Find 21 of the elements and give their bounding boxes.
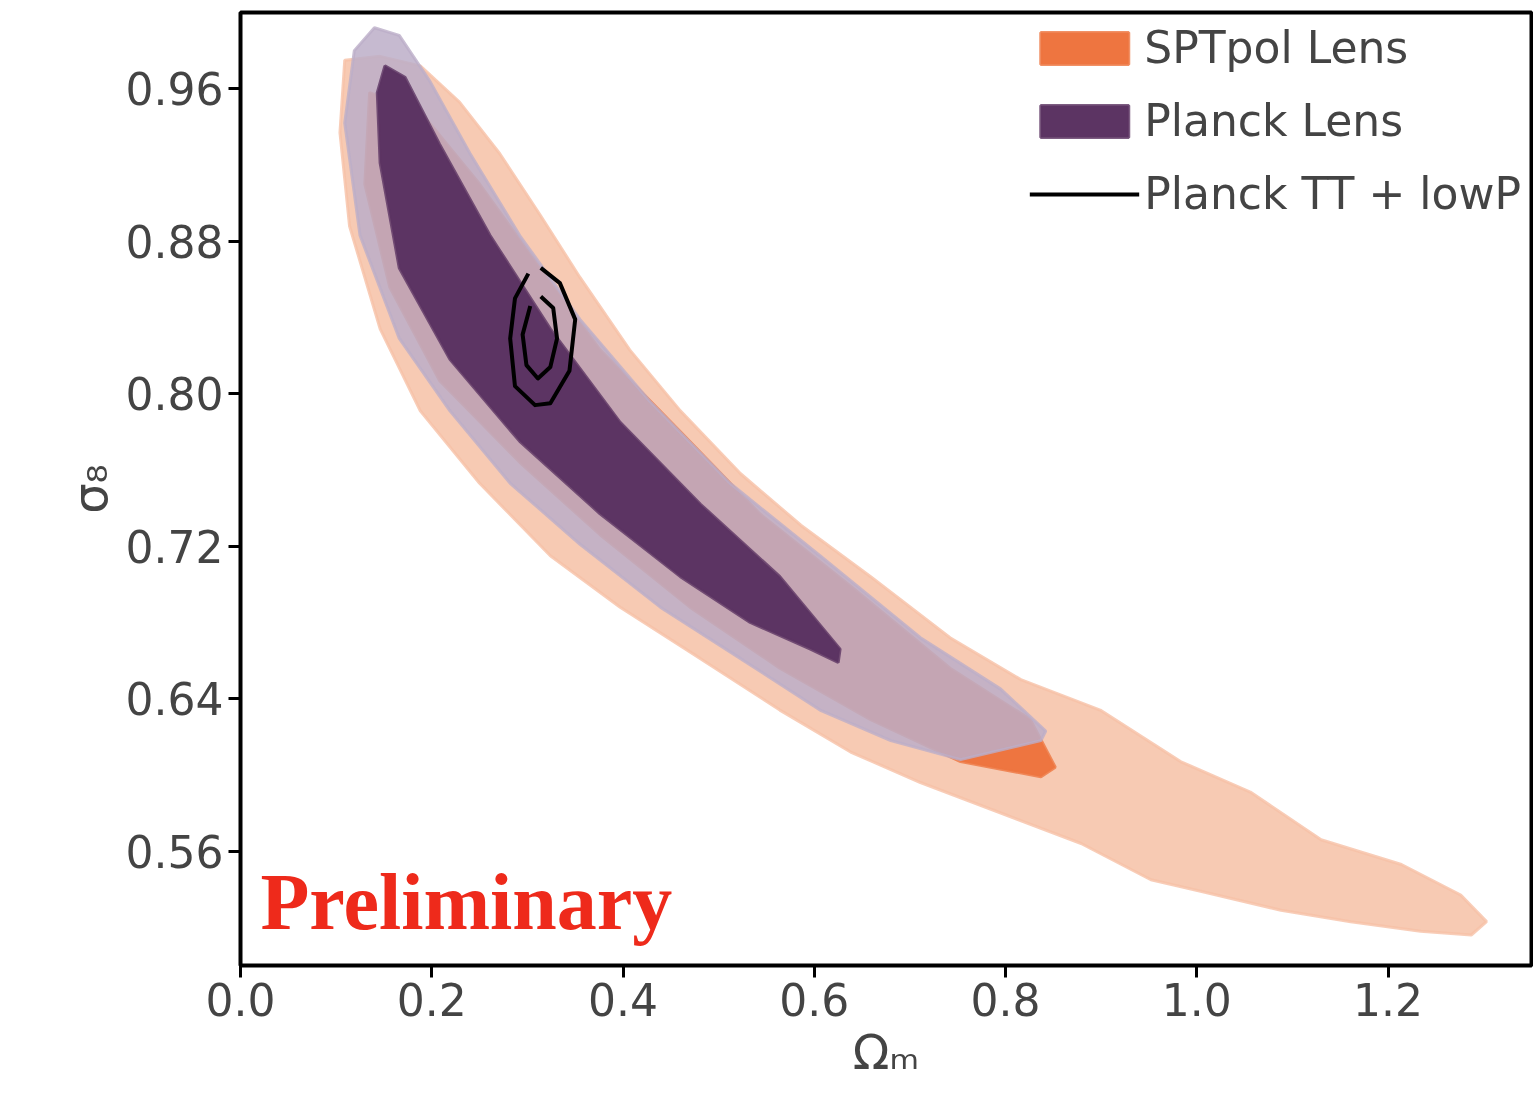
x-axis-title: Ωₘ [852,1023,920,1080]
y-tick-label: 0.64 [125,674,224,726]
line-series [520,294,560,381]
x-tick-label: 0.0 [205,974,276,1026]
x-tick-label: 0.8 [970,974,1041,1026]
y-axis-title: σ₈ [61,464,118,514]
x-tick-label: 1.2 [1353,974,1424,1026]
legend-label: Planck TT + lowP [1144,168,1521,219]
x-tick-label: 0.4 [588,974,659,1026]
y-tick-label: 0.88 [125,216,224,268]
legend-label: Planck Lens [1144,95,1404,146]
x-tick-label: 0.6 [779,974,850,1026]
x-tick-label: 0.2 [396,974,467,1026]
y-tick-label: 0.56 [125,826,224,878]
x-tick-label: 1.0 [1161,974,1232,1026]
y-tick-label: 0.72 [125,521,224,573]
legend-label: SPTpol Lens [1144,22,1409,73]
y-tick-label: 0.80 [125,369,224,421]
annotation: Preliminary [260,857,673,946]
line-series [508,265,578,408]
y-tick-label: 0.96 [125,64,224,116]
